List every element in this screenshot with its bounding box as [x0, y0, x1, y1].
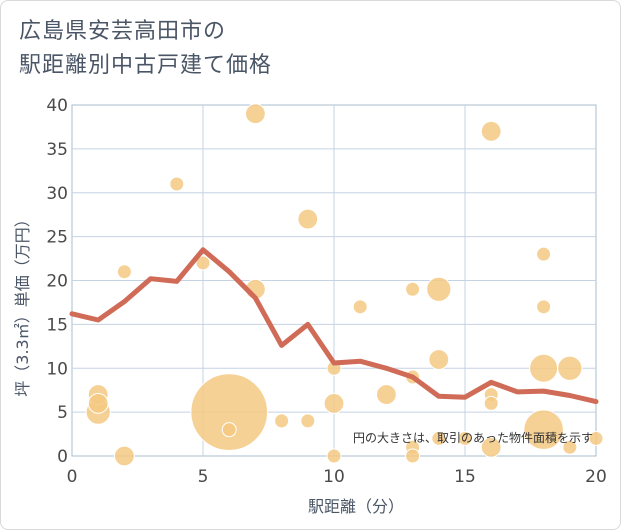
- y-tick-label: 20: [46, 272, 68, 292]
- scatter-point: [352, 299, 368, 315]
- scatter-point: [588, 430, 604, 446]
- y-tick-label: 5: [57, 403, 68, 423]
- scatter-point: [405, 448, 421, 464]
- x-axis-label: 駅距離（分）: [308, 497, 404, 516]
- scatter-point: [431, 430, 447, 446]
- scatter-point: [529, 353, 559, 383]
- scatter-point: [376, 384, 397, 405]
- y-tick-label: 30: [46, 184, 68, 204]
- axis-ticks: 0 5 10 15 20 0 5 10 15 20 25 30 35 40: [46, 96, 606, 487]
- scatter-point: [300, 413, 316, 429]
- scatter-point: [87, 392, 109, 414]
- scatter-point: [323, 392, 345, 414]
- scatter-point: [245, 103, 266, 125]
- size-note: 円の大きさは、取引のあった物件面積を示す: [353, 430, 593, 445]
- trend-line-group: [69, 247, 599, 405]
- scatter-point: [326, 448, 342, 464]
- scatter-point: [428, 349, 450, 370]
- trend-line: [69, 247, 599, 405]
- scatter-point: [116, 264, 132, 280]
- scatter-point: [426, 276, 452, 302]
- scatter-point: [405, 281, 421, 297]
- scatter-point: [114, 445, 135, 467]
- scatter-point: [221, 422, 237, 438]
- scatter-points: [85, 103, 604, 467]
- scatter-point: [483, 395, 499, 411]
- scatter-point: [169, 176, 185, 192]
- scatter-point: [536, 246, 552, 262]
- scatter-point: [523, 409, 564, 450]
- y-tick-label: 35: [46, 140, 68, 160]
- y-tick-label: 10: [46, 359, 68, 379]
- x-tick-label: 10: [323, 467, 345, 487]
- scatter-point: [557, 355, 583, 381]
- scatter-point: [190, 373, 269, 451]
- scatter-point: [297, 208, 319, 230]
- scatter-point: [457, 430, 473, 446]
- y-tick-label: 0: [57, 447, 68, 467]
- x-tick-label: 15: [454, 467, 476, 487]
- scatter-point: [562, 439, 578, 455]
- y-tick-label: 25: [46, 228, 68, 248]
- scatter-point: [536, 299, 552, 315]
- scatter-point: [274, 413, 290, 429]
- x-tick-label: 0: [67, 467, 78, 487]
- chart-title: 広島県安芸高田市の 駅距離別中古戸建て価格: [19, 19, 273, 78]
- y-tick-label: 40: [46, 96, 68, 116]
- y-axis-label: 坪（3.3㎡）単価（万円）: [13, 211, 32, 396]
- scatter-point: [480, 436, 502, 458]
- x-tick-label: 5: [198, 467, 209, 487]
- scatter-point: [480, 120, 502, 142]
- y-tick-label: 15: [46, 315, 68, 335]
- scatter-point: [195, 255, 211, 271]
- x-tick-label: 20: [585, 467, 607, 487]
